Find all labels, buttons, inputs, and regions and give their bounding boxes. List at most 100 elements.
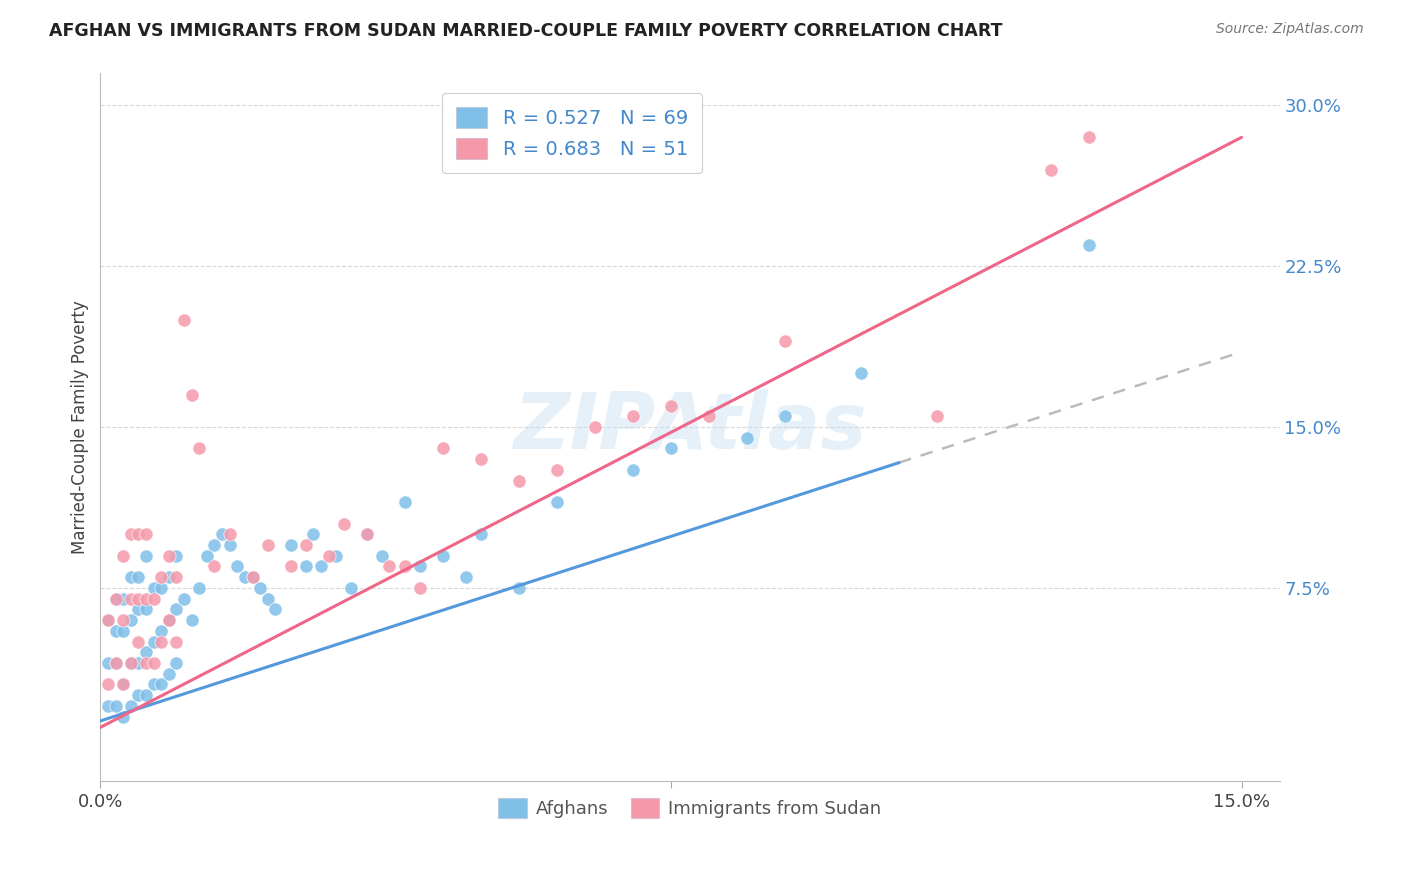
Point (309, 559, 332, 574)
Point (112, 709, 135, 723)
Point (233, 570, 256, 584)
Point (150, 570, 173, 584)
Point (127, 656, 149, 670)
Point (356, 527, 378, 541)
Point (135, 591, 157, 606)
Point (546, 463, 568, 477)
Point (97, 677, 120, 691)
Point (735, 431, 758, 445)
Point (356, 527, 378, 541)
Point (1078, 237, 1101, 252)
Point (157, 570, 180, 584)
Point (454, 570, 477, 584)
Point (256, 538, 278, 552)
Point (142, 591, 165, 606)
Point (204, 538, 226, 552)
Point (120, 656, 142, 670)
Point (104, 656, 127, 670)
Point (127, 591, 149, 606)
Point (150, 581, 173, 595)
Point (773, 409, 796, 424)
Point (165, 570, 187, 584)
Point (104, 698, 127, 713)
Point (112, 549, 135, 563)
Point (112, 591, 135, 606)
Point (150, 634, 173, 648)
Point (1040, 162, 1063, 177)
Point (150, 677, 173, 691)
Point (432, 442, 454, 456)
Point (97, 656, 120, 670)
Point (621, 409, 644, 424)
Point (409, 559, 432, 574)
Point (142, 581, 165, 595)
Point (173, 312, 195, 326)
Point (142, 677, 165, 691)
Point (621, 463, 644, 477)
Point (120, 613, 142, 627)
Point (180, 388, 202, 402)
Point (135, 645, 157, 659)
Point (249, 581, 271, 595)
Point (280, 559, 302, 574)
Point (211, 527, 233, 541)
Point (127, 634, 149, 648)
Point (112, 624, 135, 638)
Point (112, 677, 135, 691)
Point (394, 559, 416, 574)
Point (409, 581, 432, 595)
Point (120, 698, 142, 713)
Point (142, 634, 165, 648)
Point (120, 527, 142, 541)
Point (659, 442, 682, 456)
Text: Source: ZipAtlas.com: Source: ZipAtlas.com (1216, 22, 1364, 37)
Point (218, 538, 240, 552)
Point (135, 527, 157, 541)
Point (104, 624, 127, 638)
Point (165, 656, 187, 670)
Point (264, 602, 287, 616)
Point (180, 613, 202, 627)
Point (135, 549, 157, 563)
Point (157, 613, 180, 627)
Point (204, 559, 226, 574)
Point (135, 656, 157, 670)
Point (378, 559, 401, 574)
Point (127, 570, 149, 584)
Point (242, 570, 264, 584)
Point (470, 527, 492, 541)
Point (104, 591, 127, 606)
Legend: Afghans, Immigrants from Sudan: Afghans, Immigrants from Sudan (491, 790, 889, 825)
Y-axis label: Married-Couple Family Poverty: Married-Couple Family Poverty (72, 300, 89, 554)
Point (280, 538, 302, 552)
Point (371, 549, 394, 563)
Point (112, 677, 135, 691)
Point (120, 570, 142, 584)
Point (127, 688, 149, 702)
Point (157, 666, 180, 681)
Point (394, 495, 416, 509)
Point (340, 581, 363, 595)
Point (165, 602, 187, 616)
Point (294, 559, 316, 574)
Text: ZIPAtlas: ZIPAtlas (513, 389, 866, 465)
Point (135, 602, 157, 616)
Point (470, 452, 492, 467)
Point (127, 602, 149, 616)
Point (97, 613, 120, 627)
Point (165, 549, 187, 563)
Point (697, 409, 720, 424)
Point (318, 549, 340, 563)
Point (1078, 130, 1101, 145)
Point (120, 591, 142, 606)
Point (508, 581, 530, 595)
Point (120, 656, 142, 670)
Point (226, 559, 249, 574)
Point (195, 549, 218, 563)
Text: AFGHAN VS IMMIGRANTS FROM SUDAN MARRIED-COUPLE FAMILY POVERTY CORRELATION CHART: AFGHAN VS IMMIGRANTS FROM SUDAN MARRIED-… (49, 22, 1002, 40)
Point (773, 334, 796, 348)
Point (242, 570, 264, 584)
Point (218, 527, 240, 541)
Point (165, 634, 187, 648)
Point (135, 688, 157, 702)
